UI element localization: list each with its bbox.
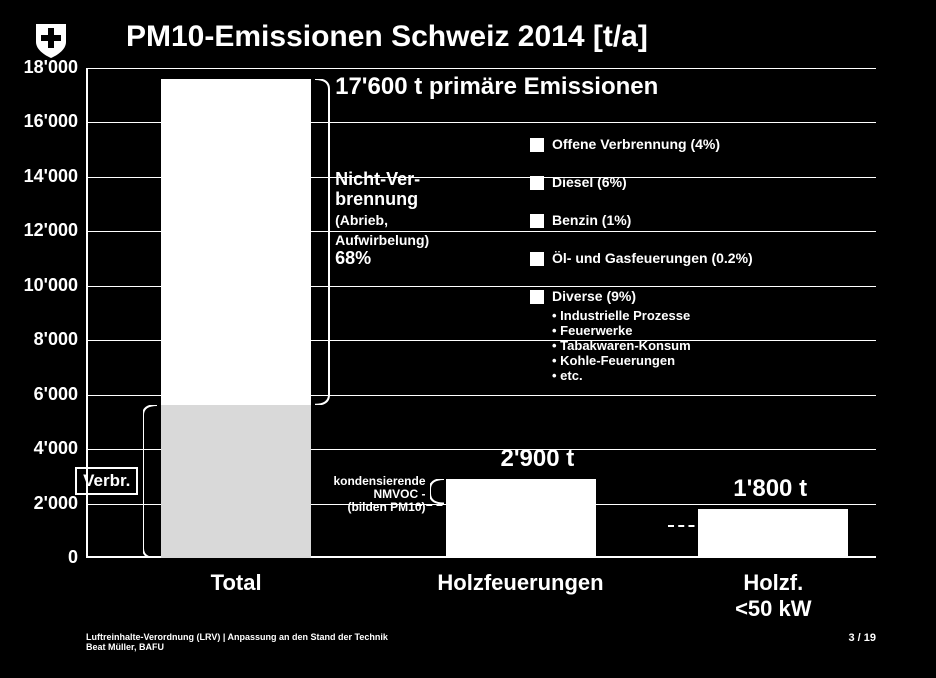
legend-item: Diesel (6%) (530, 174, 753, 190)
brace (430, 479, 446, 504)
legend-sublist: Industrielle ProzesseFeuerwerkeTabakware… (552, 308, 753, 383)
page-number: 3 / 19 (848, 632, 876, 644)
x-tick-label: Total (211, 570, 262, 596)
legend-label: Öl- und Gasfeuerungen (0.2%) (552, 250, 753, 266)
legend-swatch (530, 290, 544, 304)
footer: Luftreinhalte-Verordnung (LRV) | Anpassu… (86, 632, 388, 653)
legend-swatch (530, 176, 544, 190)
y-tick-label: 6'000 (34, 384, 78, 405)
nv-sub2: Aufwirbelung) (335, 232, 429, 248)
dashed-split (416, 504, 596, 506)
legend-subitem: Feuerwerke (552, 323, 753, 338)
bar-segment (446, 504, 596, 558)
legend-swatch (530, 252, 544, 266)
dashed-split (668, 525, 848, 527)
y-tick-label: 14'000 (24, 166, 78, 187)
y-tick-label: 8'000 (34, 329, 78, 350)
legend-item: Offene Verbrennung (4%) (530, 136, 753, 152)
legend: Offene Verbrennung (4%) Diesel (6%) Benzin… (530, 136, 753, 391)
x-tick-label: Holzf. <50 kW (722, 570, 825, 622)
y-tick-label: 10'000 (24, 275, 78, 296)
bar-segment (446, 479, 596, 504)
legend-item: Diverse (9%) (530, 288, 753, 304)
footer-l1: Luftreinhalte-Verordnung (LRV) | Anpassu… (86, 632, 388, 642)
nv-line2: brennung (335, 189, 418, 209)
y-tick-label: 4'000 (34, 438, 78, 459)
nmvoc-annotation: kondensierende NMVOC - (bilden PM10) (322, 475, 426, 515)
bar-value-label: 2'900 t (501, 445, 575, 473)
total-callout: 17'600 t primäre Emissionen (335, 73, 658, 101)
slide-title: PM10-Emissionen Schweiz 2014 [t/a] (126, 20, 648, 54)
nonverbr-annotation: Nicht-Ver- brennung (Abrieb, Aufwirbelun… (335, 170, 429, 269)
bar-segment (698, 509, 848, 525)
y-tick-label: 16'000 (24, 111, 78, 132)
legend-swatch (530, 138, 544, 152)
y-tick-label: 2'000 (34, 493, 78, 514)
legend-label: Offene Verbrennung (4%) (552, 136, 720, 152)
nv-line1: Nicht-Ver- (335, 169, 420, 189)
nv-sub1: (Abrieb, (335, 212, 388, 228)
gridline (86, 68, 876, 69)
legend-item: Benzin (1%) (530, 212, 753, 228)
swiss-shield-icon (34, 22, 68, 60)
y-tick-label: 18'000 (24, 57, 78, 78)
legend-item: Öl- und Gasfeuerungen (0.2%) (530, 250, 753, 266)
bar-value-label: 1'800 t (733, 475, 807, 503)
y-tick-label: 12'000 (24, 220, 78, 241)
legend-label: Diesel (6%) (552, 174, 627, 190)
legend-label: Diverse (9%) (552, 288, 636, 304)
legend-swatch (530, 214, 544, 228)
kond-l3: (bilden PM10) (347, 500, 425, 514)
legend-subitem: etc. (552, 368, 753, 383)
slide: PM10-Emissionen Schweiz 2014 [t/a] 0 2'00… (0, 0, 936, 678)
verbr-label: Verbr. (75, 467, 138, 495)
brace (143, 405, 159, 558)
bar-segment (161, 405, 311, 558)
y-tick-label: 0 (68, 547, 78, 568)
legend-subitem: Tabakwaren-Konsum (552, 338, 753, 353)
kond-l2: NMVOC - (374, 487, 426, 501)
bar-segment (698, 525, 848, 558)
legend-label: Benzin (1%) (552, 212, 631, 228)
nv-pct: 68% (335, 248, 371, 268)
bar-segment (161, 79, 311, 405)
legend-subitem: Kohle-Feuerungen (552, 353, 753, 368)
x-tick-label: Holzfeuerungen (437, 570, 603, 596)
legend-subitem: Industrielle Prozesse (552, 308, 753, 323)
brace (315, 79, 331, 405)
footer-l2: Beat Müller, BAFU (86, 642, 164, 652)
kond-l1: kondensierende (333, 474, 425, 488)
